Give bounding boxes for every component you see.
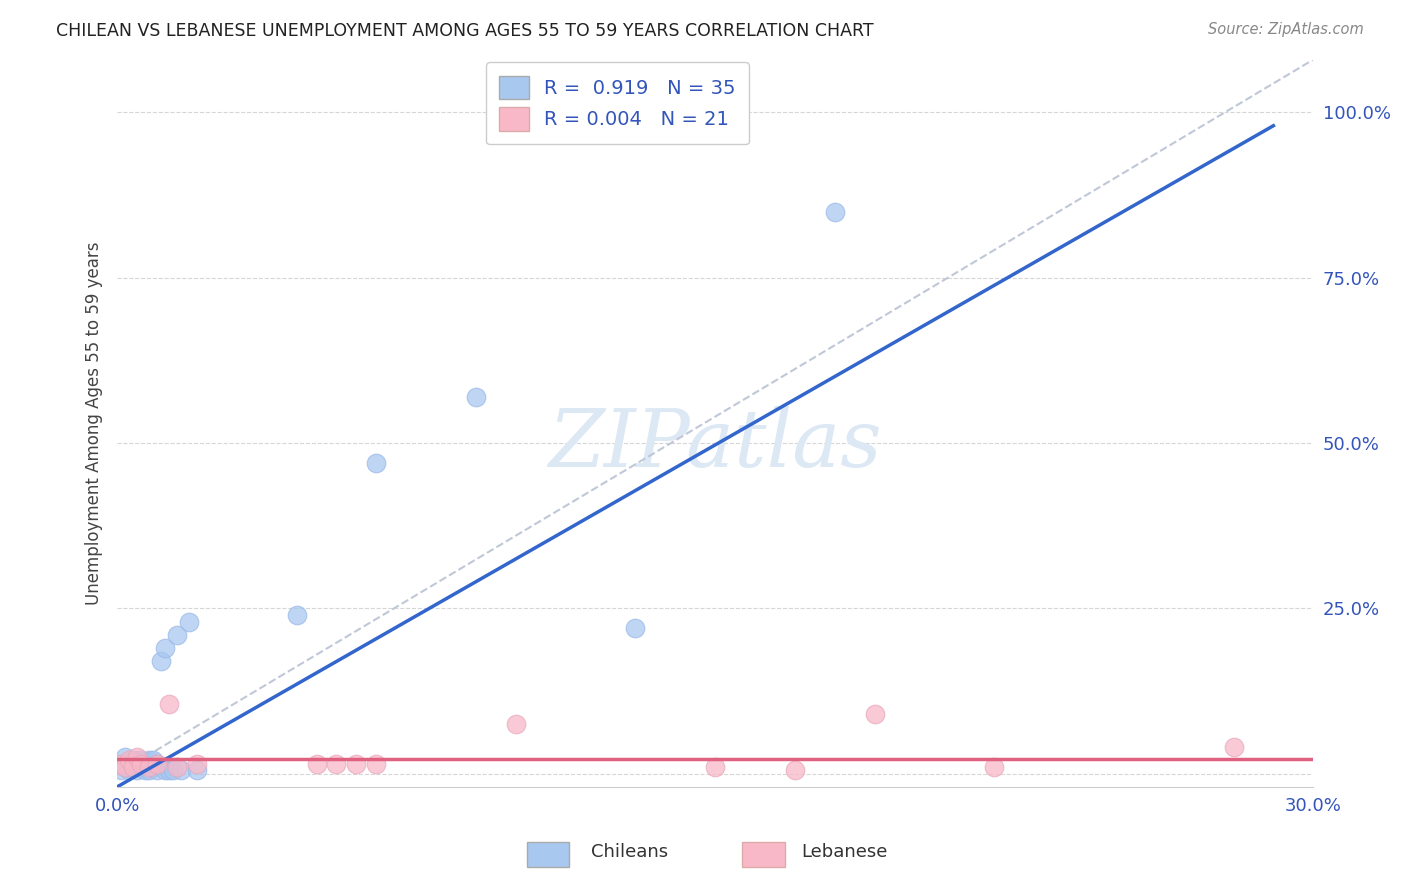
- Point: [1222, 740, 1244, 755]
- Point: [146, 764, 169, 778]
- Point: [153, 764, 176, 778]
- Point: [127, 750, 149, 764]
- Point: [166, 760, 188, 774]
- Point: [150, 654, 173, 668]
- Point: [344, 756, 367, 771]
- Point: [153, 640, 176, 655]
- Point: [122, 760, 145, 774]
- Y-axis label: Unemployment Among Ages 55 to 59 years: Unemployment Among Ages 55 to 59 years: [86, 242, 103, 605]
- Point: [285, 607, 308, 622]
- Point: [166, 628, 188, 642]
- Point: [505, 717, 527, 731]
- Point: [110, 756, 132, 771]
- Point: [114, 750, 136, 764]
- Point: [366, 756, 388, 771]
- Point: [122, 760, 145, 774]
- Point: [325, 756, 347, 771]
- Point: [129, 753, 152, 767]
- Text: ZIPatlas: ZIPatlas: [548, 406, 882, 483]
- Point: [122, 753, 145, 767]
- Point: [146, 756, 169, 771]
- Point: [162, 764, 184, 778]
- Point: [134, 764, 156, 778]
- Point: [157, 697, 180, 711]
- Point: [129, 760, 152, 774]
- Point: [704, 760, 727, 774]
- Point: [110, 756, 132, 771]
- Point: [118, 753, 141, 767]
- Point: [138, 753, 160, 767]
- Point: [127, 753, 149, 767]
- Point: [127, 764, 149, 778]
- Point: [110, 764, 132, 778]
- Point: [783, 764, 806, 778]
- Point: [142, 760, 165, 774]
- Point: [138, 764, 160, 778]
- Point: [863, 707, 886, 722]
- Point: [624, 621, 647, 635]
- Point: [142, 753, 165, 767]
- Point: [138, 760, 160, 774]
- Point: [186, 756, 208, 771]
- Point: [465, 390, 488, 404]
- Text: Source: ZipAtlas.com: Source: ZipAtlas.com: [1208, 22, 1364, 37]
- Point: [157, 764, 180, 778]
- Point: [127, 760, 149, 774]
- Point: [170, 764, 193, 778]
- Point: [186, 764, 208, 778]
- Point: [118, 764, 141, 778]
- Text: Lebanese: Lebanese: [801, 843, 887, 861]
- Point: [983, 760, 1005, 774]
- Point: [118, 756, 141, 771]
- Text: CHILEAN VS LEBANESE UNEMPLOYMENT AMONG AGES 55 TO 59 YEARS CORRELATION CHART: CHILEAN VS LEBANESE UNEMPLOYMENT AMONG A…: [56, 22, 875, 40]
- Point: [305, 756, 328, 771]
- Point: [146, 756, 169, 771]
- Point: [129, 756, 152, 771]
- Point: [824, 204, 846, 219]
- Point: [114, 760, 136, 774]
- Point: [366, 456, 388, 470]
- Legend: R =  0.919   N = 35, R = 0.004   N = 21: R = 0.919 N = 35, R = 0.004 N = 21: [485, 62, 749, 145]
- Point: [134, 756, 156, 771]
- Text: Chileans: Chileans: [591, 843, 668, 861]
- Point: [177, 615, 200, 629]
- Point: [114, 760, 136, 774]
